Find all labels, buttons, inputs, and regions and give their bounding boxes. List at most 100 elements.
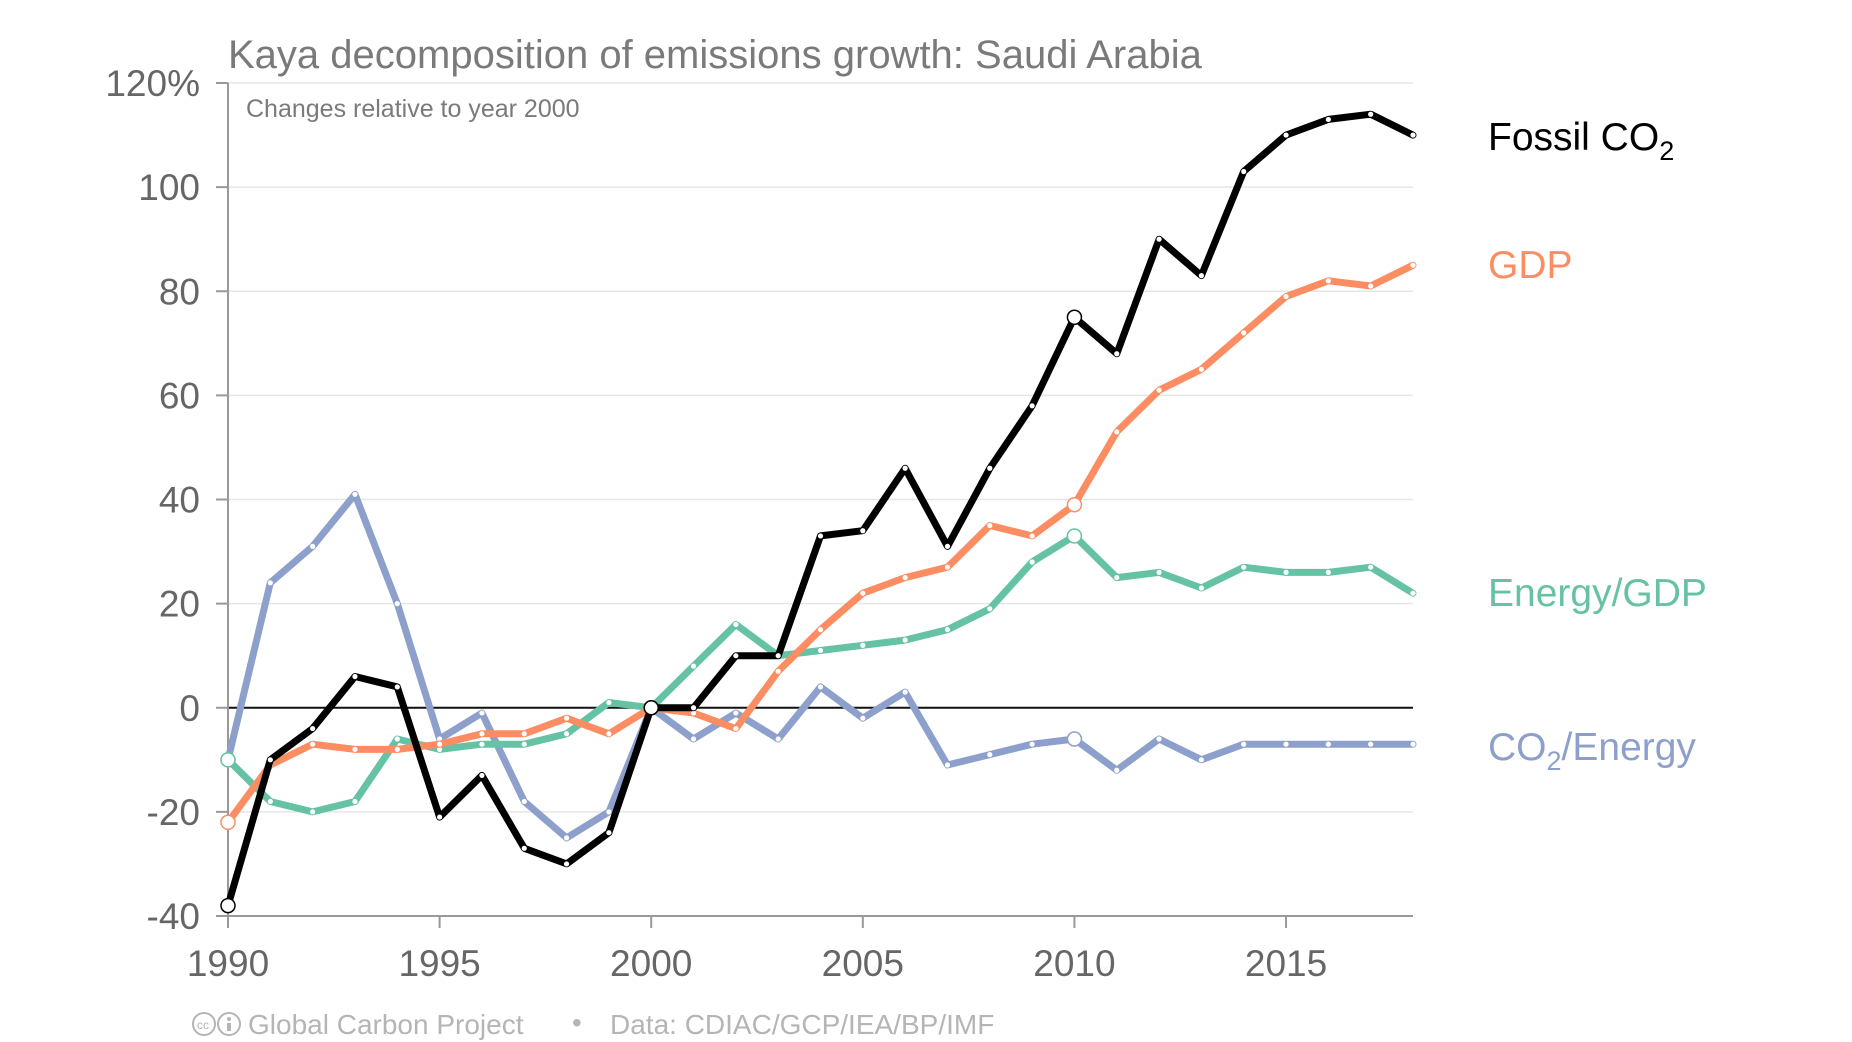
- data-point: [1283, 569, 1289, 575]
- data-point: [1283, 293, 1289, 300]
- footer-separator: •: [572, 1007, 582, 1038]
- highlight-point: [220, 897, 236, 914]
- data-point: [563, 731, 570, 737]
- x-tick-label: 2005: [822, 943, 904, 984]
- data-point: [1198, 585, 1204, 591]
- data-point: [1283, 132, 1289, 138]
- highlight-point: [1066, 528, 1083, 544]
- data-point: [1325, 116, 1331, 123]
- data-point: [1029, 559, 1035, 565]
- data-point: [267, 757, 273, 763]
- data-point: [1241, 330, 1247, 336]
- data-point: [479, 731, 485, 737]
- data-point: [521, 798, 527, 805]
- svg-text:cc: cc: [197, 1018, 209, 1032]
- data-point: [733, 725, 739, 732]
- footer-data-sources: Data: CDIAC/GCP/IEA/BP/IMF: [610, 1009, 994, 1040]
- series-fossil-co2: [220, 110, 1417, 914]
- data-point: [606, 830, 612, 836]
- data-point: [1156, 736, 1162, 742]
- data-point: [521, 741, 527, 747]
- data-point: [521, 731, 527, 737]
- data-point: [860, 642, 866, 648]
- legend-label: Fossil CO2: [1488, 116, 1674, 166]
- data-point: [394, 736, 400, 742]
- data-point: [944, 543, 951, 549]
- data-point: [1156, 236, 1162, 242]
- data-point: [860, 715, 866, 721]
- highlight-point: [643, 700, 659, 716]
- data-point: [1114, 351, 1120, 357]
- data-point: [437, 741, 443, 747]
- data-point: [352, 673, 358, 680]
- data-point: [775, 668, 781, 674]
- data-point: [902, 465, 908, 471]
- data-point: [1368, 741, 1374, 747]
- highlight-point: [1066, 496, 1083, 513]
- data-point: [606, 731, 612, 737]
- data-point: [775, 653, 781, 659]
- data-point: [352, 798, 358, 805]
- data-point: [1410, 262, 1416, 268]
- legend-label: CO2/Energy: [1488, 726, 1696, 776]
- x-tick-label: 2000: [610, 943, 692, 984]
- y-tick-label: -20: [147, 792, 200, 833]
- data-point: [479, 772, 485, 779]
- series-gdp: [220, 261, 1417, 831]
- data-point: [563, 835, 570, 841]
- data-point: [944, 762, 951, 768]
- data-point: [1410, 132, 1416, 138]
- y-tick-label: 40: [159, 480, 200, 521]
- highlight-point: [1066, 309, 1083, 326]
- chart-title: Kaya decomposition of emissions growth: …: [228, 33, 1203, 77]
- series-energy-gdp: [220, 528, 1417, 816]
- data-point: [690, 705, 697, 711]
- data-point: [1114, 574, 1120, 581]
- footer-org: Global Carbon Project: [248, 1009, 524, 1040]
- data-point: [1198, 273, 1204, 279]
- data-point: [690, 736, 697, 742]
- data-point: [860, 590, 866, 596]
- data-point: [860, 528, 866, 534]
- data-point: [1156, 387, 1162, 393]
- data-point: [437, 814, 443, 820]
- data-point: [902, 574, 908, 581]
- data-point: [817, 533, 824, 539]
- data-point: [1241, 168, 1247, 175]
- data-point: [310, 809, 316, 815]
- legend-label: Energy/GDP: [1488, 572, 1707, 615]
- data-point: [563, 715, 570, 721]
- data-point: [479, 710, 485, 716]
- data-point: [944, 627, 951, 633]
- legend: CO2/Energy Energy/GDP GDP Fossil CO2: [1488, 116, 1707, 776]
- legend-label: GDP: [1488, 244, 1573, 287]
- highlight-point: [220, 814, 236, 831]
- data-point: [733, 710, 739, 716]
- data-point: [817, 647, 824, 654]
- data-point: [437, 746, 443, 753]
- y-tick-label: 60: [159, 375, 200, 416]
- data-point: [267, 798, 273, 805]
- data-point: [1410, 590, 1416, 596]
- cc-by-icon: cc: [192, 1012, 241, 1036]
- data-point: [1198, 366, 1204, 372]
- data-point: [1325, 278, 1331, 284]
- data-point: [690, 663, 697, 669]
- x-tick-label: 2015: [1245, 943, 1327, 984]
- data-point: [902, 689, 908, 695]
- y-tick-label: 20: [159, 584, 200, 625]
- data-point: [352, 746, 358, 753]
- data-point: [987, 522, 993, 529]
- chart-subtitle: Changes relative to year 2000: [246, 95, 580, 123]
- data-point: [902, 637, 908, 643]
- footer: cc Global Carbon Project • Data: CDIAC/G…: [192, 1007, 994, 1040]
- data-point: [1114, 429, 1120, 435]
- data-point: [987, 465, 993, 471]
- data-point: [1283, 741, 1289, 747]
- highlight-point: [1066, 731, 1083, 747]
- data-point: [394, 601, 400, 607]
- highlight-point: [220, 752, 236, 768]
- data-point: [606, 809, 612, 815]
- data-point: [310, 543, 316, 549]
- data-point: [1325, 569, 1331, 575]
